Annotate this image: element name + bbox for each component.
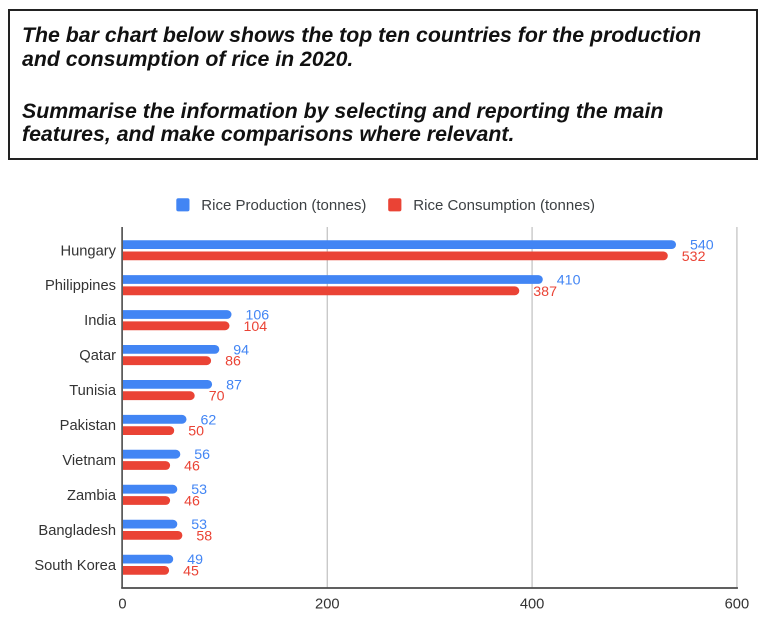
- svg-text:410: 410: [557, 273, 581, 289]
- svg-text:200: 200: [315, 597, 340, 613]
- svg-text:Tunisia: Tunisia: [69, 383, 117, 399]
- svg-text:56: 56: [194, 447, 210, 463]
- svg-text:49: 49: [187, 552, 203, 568]
- svg-text:46: 46: [184, 494, 200, 510]
- svg-text:106: 106: [246, 308, 270, 324]
- svg-text:46: 46: [184, 459, 200, 475]
- svg-text:Rice Production (tonnes): Rice Production (tonnes): [201, 197, 366, 214]
- svg-text:58: 58: [196, 528, 212, 544]
- svg-text:Pakistan: Pakistan: [60, 418, 116, 434]
- svg-text:Zambia: Zambia: [67, 488, 117, 504]
- svg-text:104: 104: [244, 319, 268, 335]
- svg-text:0: 0: [118, 597, 126, 613]
- svg-text:Philippines: Philippines: [45, 278, 116, 294]
- svg-text:Vietnam: Vietnam: [62, 453, 116, 469]
- svg-text:Bangladesh: Bangladesh: [38, 523, 116, 539]
- svg-text:53: 53: [191, 482, 207, 498]
- svg-text:86: 86: [225, 354, 241, 370]
- svg-text:Hungary: Hungary: [60, 243, 116, 259]
- svg-text:540: 540: [690, 238, 714, 254]
- svg-text:India: India: [84, 313, 117, 329]
- svg-text:400: 400: [520, 597, 545, 613]
- svg-text:600: 600: [725, 597, 750, 613]
- svg-text:Qatar: Qatar: [79, 348, 116, 364]
- svg-text:South Korea: South Korea: [34, 558, 116, 574]
- svg-text:45: 45: [183, 563, 199, 579]
- svg-text:Rice Consumption (tonnes): Rice Consumption (tonnes): [413, 197, 595, 214]
- svg-text:94: 94: [233, 342, 249, 358]
- svg-text:62: 62: [201, 412, 217, 428]
- svg-text:53: 53: [191, 517, 207, 533]
- svg-text:532: 532: [682, 249, 706, 265]
- svg-text:87: 87: [226, 377, 242, 393]
- svg-text:387: 387: [533, 284, 557, 300]
- svg-text:50: 50: [188, 424, 204, 440]
- svg-text:70: 70: [209, 389, 225, 405]
